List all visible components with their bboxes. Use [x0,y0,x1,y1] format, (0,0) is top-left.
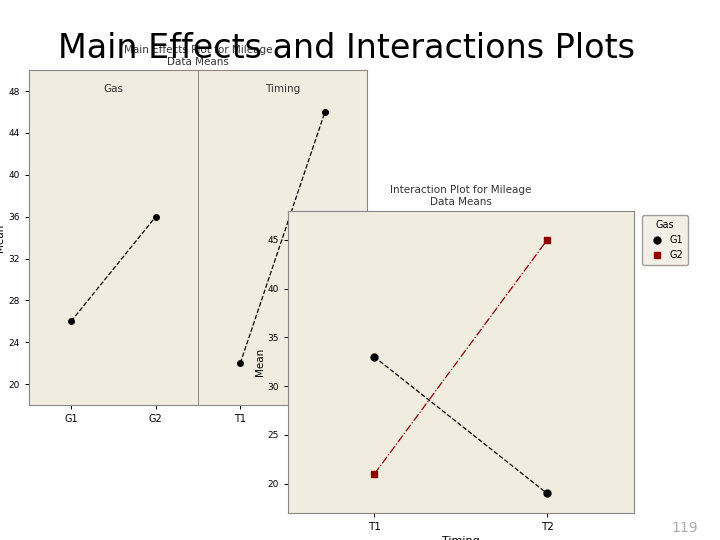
X-axis label: Timing: Timing [442,536,480,540]
Text: Timing: Timing [265,84,300,93]
Text: 119: 119 [672,521,698,535]
Title: Interaction Plot for Mileage
Data Means: Interaction Plot for Mileage Data Means [390,185,531,207]
Text: Main Effects and Interactions Plots: Main Effects and Interactions Plots [58,32,634,65]
Y-axis label: Mean: Mean [0,224,6,252]
Legend: G1, G2: G1, G2 [642,215,688,265]
Y-axis label: Mean: Mean [255,348,265,376]
Title: Main Effects Plot for Mileage
Data Means: Main Effects Plot for Mileage Data Means [124,45,272,66]
Text: Gas: Gas [104,84,123,93]
